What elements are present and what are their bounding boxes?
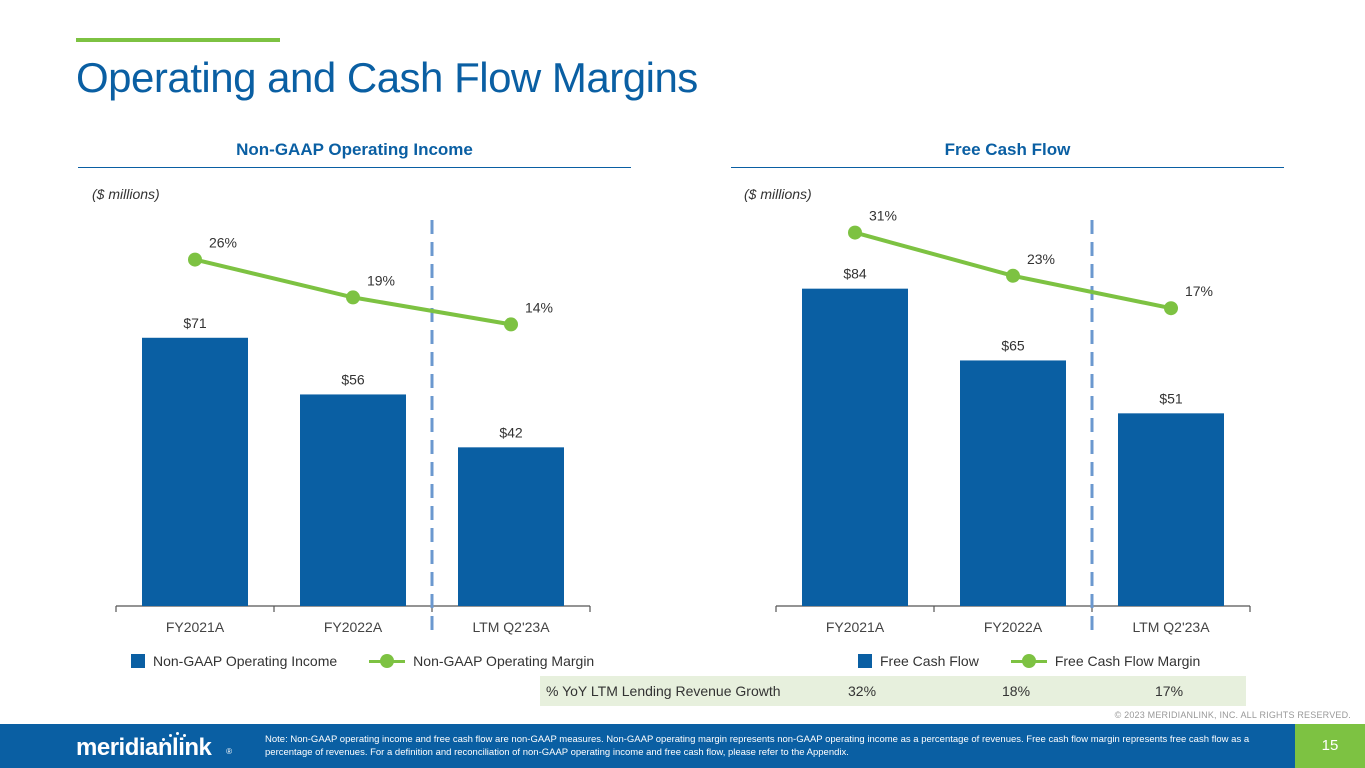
free-cash-flow-bar [960,360,1066,606]
meridianlink-logo: meridianlink ® [76,730,236,764]
operating-income-bar-label: $71 [183,315,207,331]
legend-swatch-free-cash-flow [858,654,872,668]
operating-income-chart: $71 FY2021A $56 FY2022A $42 LTM Q2'23A 26% 19% 1… [115,220,591,635]
operating-income-margin-label: 19% [367,272,395,288]
page-title: Operating and Cash Flow Margins [76,54,698,101]
free-cash-flow-category-label: FY2021A [826,619,885,635]
free-cash-flow-category-label: FY2022A [984,619,1043,635]
legend-label-free-cash-flow-margin: Free Cash Flow Margin [1054,653,1201,669]
operating-income-bar-label: $42 [499,424,523,440]
units-label-right: ($ millions) [744,186,812,202]
operating-income-bar [142,337,248,606]
growth-value-fy2021: 32% [848,683,877,699]
operating-income-margin-label: 14% [525,299,553,315]
chart-title-operating-income: Non-GAAP Operating Income [236,140,473,159]
title-accent-line [76,38,280,42]
growth-value-ltm: 17% [1155,683,1184,699]
operating-income-margin-label: 26% [209,235,237,251]
free-cash-flow-bar-label: $65 [1001,337,1025,353]
legend-right: Free Cash Flow Free Cash Flow Margin [858,652,1200,670]
chart-title-rule-right [731,167,1284,168]
operating-income-margin-point [346,290,360,305]
legend-swatch-free-cash-flow-margin [1010,654,1047,668]
footnote-text: Note: Non-GAAP operating income and free… [265,734,1250,758]
legend-label-operating-margin: Non-GAAP Operating Margin [413,653,595,669]
operating-income-margin-point [188,252,202,267]
page-number: 15 [1295,724,1365,768]
free-cash-flow-category-label: LTM Q2'23A [1132,619,1210,635]
legend-label-free-cash-flow: Free Cash Flow [880,653,979,669]
free-cash-flow-margin-label: 23% [1027,251,1055,267]
free-cash-flow-bar-label: $51 [1159,390,1183,406]
footer-bar: meridianlink ® Note: Non-GAAP operating … [0,724,1365,768]
operating-income-margin-point [504,317,518,332]
free-cash-flow-margin-label: 17% [1185,283,1213,299]
chart-title-rule-left [78,167,631,168]
operating-income-bar [300,394,406,606]
free-cash-flow-bar [802,288,908,606]
operating-income-bar [458,447,564,606]
copyright-text: © 2023 MERIDIANLINK, INC. ALL RIGHTS RES… [1114,710,1351,720]
free-cash-flow-bar-label: $84 [843,266,867,282]
operating-income-category-label: FY2021A [166,619,225,635]
free-cash-flow-margin-label: 31% [869,210,897,224]
free-cash-flow-margin-point [848,225,862,240]
logo-dots-mark [162,732,190,742]
operating-income-category-label: LTM Q2'23A [472,619,550,635]
operating-income-category-label: FY2022A [324,619,383,635]
legend-left: Non-GAAP Operating Income Non-GAAP Opera… [131,652,594,670]
chart-title-free-cash-flow: Free Cash Flow [944,140,1071,159]
legend-swatch-operating-margin [369,654,406,668]
free-cash-flow-margin-point [1006,268,1020,283]
legend-label-operating-income: Non-GAAP Operating Income [153,653,338,669]
growth-value-fy2022: 18% [1002,683,1031,699]
free-cash-flow-margin-point [1164,301,1178,316]
logo-registered-mark: ® [226,747,232,756]
free-cash-flow-bar [1118,413,1224,606]
logo-wordmark: meridianlink [76,734,212,761]
operating-income-bar-label: $56 [341,371,365,387]
free-cash-flow-chart: $84 FY2021A $65 FY2022A $51 LTM Q2'23A 31% 23% 1… [775,210,1251,635]
legend-swatch-operating-income [131,654,145,668]
units-label-left: ($ millions) [92,186,160,202]
lending-revenue-growth-row: % YoY LTM Lending Revenue Growth 32% 18%… [540,676,1246,706]
growth-row-label: % YoY LTM Lending Revenue Growth [546,683,781,699]
